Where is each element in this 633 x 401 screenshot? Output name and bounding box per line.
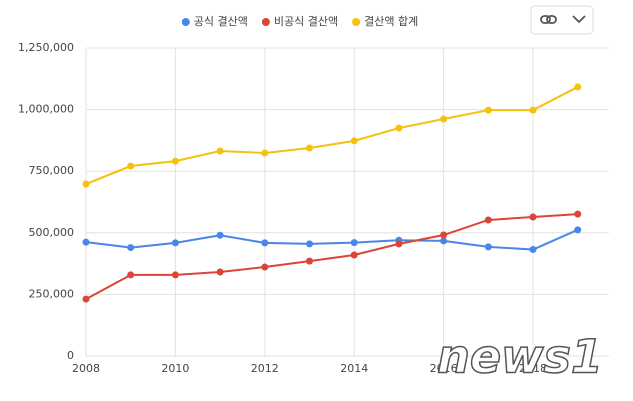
legend: 공식 결산액 비공식 결산액 결산액 합계 xyxy=(181,15,418,28)
data-point xyxy=(127,271,135,279)
data-point xyxy=(216,147,224,155)
data-point xyxy=(529,246,537,254)
data-point xyxy=(127,244,135,252)
data-point xyxy=(395,124,403,132)
data-point xyxy=(171,157,179,165)
link-icon xyxy=(540,15,557,24)
chart-menu-button[interactable] xyxy=(530,5,594,35)
data-point xyxy=(306,144,314,152)
data-point xyxy=(395,240,403,248)
data-point xyxy=(350,251,358,259)
data-point xyxy=(216,268,224,276)
chevron-icon xyxy=(572,15,586,24)
y-tick-label: 500,000 xyxy=(29,226,75,239)
data-point xyxy=(574,83,582,91)
series-line xyxy=(85,86,579,185)
data-point xyxy=(529,213,537,221)
legend-label: 결산액 합계 xyxy=(364,15,418,28)
x-tick-label: 2012 xyxy=(251,362,279,375)
x-tick-label: 2016 xyxy=(430,362,458,375)
data-point xyxy=(306,240,314,248)
y-tick-label: 1,250,000 xyxy=(18,41,74,54)
data-point xyxy=(440,231,448,239)
data-point xyxy=(350,239,358,247)
series-line xyxy=(85,213,578,300)
legend-marker xyxy=(261,18,270,26)
watermark: news1 xyxy=(437,330,603,384)
data-point xyxy=(306,257,314,265)
legend-label: 공식 결산액 xyxy=(194,15,248,28)
x-tick-label: 2010 xyxy=(161,362,189,375)
legend-marker xyxy=(181,18,190,26)
data-point xyxy=(171,239,179,247)
data-point xyxy=(484,216,492,224)
y-tick-label: 1,000,000 xyxy=(18,103,74,116)
data-point xyxy=(529,106,537,114)
x-tick-label: 2008 xyxy=(72,362,100,375)
data-point xyxy=(440,237,448,245)
x-tick-label: 2014 xyxy=(340,362,368,375)
data-point xyxy=(261,263,269,271)
y-tick-label: 0 xyxy=(67,349,74,362)
data-point xyxy=(574,226,582,234)
series-line xyxy=(85,228,579,251)
x-tick-label: 2018 xyxy=(519,362,547,375)
data-point xyxy=(484,243,492,251)
y-tick-label: 750,000 xyxy=(29,164,75,177)
data-point xyxy=(171,271,179,279)
legend-marker xyxy=(352,18,361,26)
data-point xyxy=(216,231,224,239)
data-point xyxy=(261,149,269,157)
y-tick-label: 250,000 xyxy=(29,287,75,300)
data-point xyxy=(82,180,90,188)
data-point xyxy=(82,238,90,246)
data-point xyxy=(440,115,448,123)
data-point xyxy=(484,106,492,114)
data-point xyxy=(261,239,269,247)
data-point xyxy=(82,295,90,303)
data-point xyxy=(574,210,582,218)
data-point xyxy=(127,162,135,170)
data-point xyxy=(350,137,358,145)
legend-label: 비공식 결산액 xyxy=(274,15,338,28)
